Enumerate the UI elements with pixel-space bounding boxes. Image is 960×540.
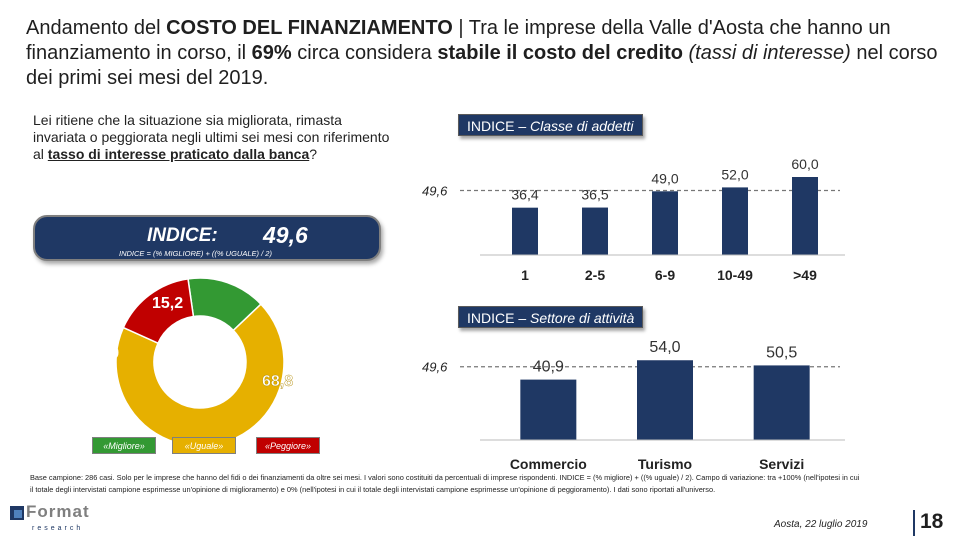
donut-label-uguale: 68,8 <box>262 373 293 390</box>
legend-peggiore: «Peggiore» <box>256 437 320 454</box>
bar-Turismo <box>637 360 693 440</box>
legend-uguale: «Uguale» <box>172 437 236 454</box>
bar-2-5 <box>582 207 608 255</box>
index-formula: INDICE = (% MIGLIORE) + ((% UGUALE) / 2) <box>119 249 272 258</box>
index-value: 49,6 <box>263 222 308 248</box>
title-emphasis: 69% <box>251 42 292 64</box>
title-emphasis: stabile il costo del credito <box>437 42 683 64</box>
panel-header-settore: INDICE – Settore di attività <box>458 306 644 328</box>
question-text: ? <box>309 146 318 162</box>
bar-6-9 <box>652 191 678 255</box>
title-emphasis: COSTO DEL FINANZIAMENTO <box>166 17 453 39</box>
category-label: Turismo <box>638 456 692 472</box>
donut-slice-uguale <box>115 303 285 447</box>
bar-1 <box>512 207 538 255</box>
donut-slice-peggiore <box>122 278 195 345</box>
question-underlined: tasso di interesse praticato dalla banca <box>47 146 310 162</box>
category-label: 1 <box>521 267 529 283</box>
bar-value-label: 60,0 <box>791 156 818 172</box>
panel-header-prefix: INDICE – <box>467 310 531 326</box>
title-italic: (tassi di interesse) <box>688 42 851 64</box>
bar-chart-addetti: 49,6 36,4 1 36,5 2-5 49,0 6-9 52,0 10-49 60,0 >49 <box>422 156 845 283</box>
logo-sub: research <box>32 525 84 532</box>
index-banner: INDICE: 49,6 INDICE = (% MIGLIORE) + ((%… <box>33 215 381 261</box>
bar-value-label: 52,0 <box>721 166 748 182</box>
bar-49 <box>792 177 818 255</box>
category-label: Commercio <box>510 456 587 472</box>
category-label: 10-49 <box>717 267 753 283</box>
title-text: | Tra le imprese della Valle d'Aosta che… <box>26 17 891 64</box>
panel-header-prefix: INDICE – <box>467 118 531 134</box>
bar-value-label: 36,5 <box>581 187 608 203</box>
bar-Servizi <box>753 365 810 440</box>
footnote: Base campione: 286 casi. Solo per le imp… <box>30 473 860 494</box>
category-label: >49 <box>793 267 817 283</box>
logo-mark-inner-icon <box>14 510 22 518</box>
panel-header-addetti: INDICE – Classe di addetti <box>458 114 643 136</box>
bar-Commercio <box>520 379 577 440</box>
reference-label: 49,6 <box>422 184 448 199</box>
category-label: 2-5 <box>585 267 605 283</box>
survey-question: Lei ritiene che la situazione sia miglio… <box>33 112 393 163</box>
title-text: Andamento del <box>26 17 167 39</box>
donut-chart: 15,2 68,8 16,0 <box>90 277 293 447</box>
logo-word: Format <box>26 502 90 521</box>
page-title: Andamento del COSTO DEL FINANZIAMENTO | … <box>26 16 946 91</box>
bar-value-label: 50,5 <box>766 344 797 361</box>
title-text: nel corso dei primi sei mesi del 2019. <box>26 42 938 89</box>
donut-label-migliore: 15,2 <box>152 295 183 312</box>
panel-header-italic: Classe di addetti <box>530 118 634 134</box>
reference-label: 49,6 <box>422 360 448 375</box>
title-text: circa considera <box>291 42 438 64</box>
donut-label-peggiore: 16,0 <box>90 345 119 362</box>
footer-separator <box>913 510 915 536</box>
legend-migliore: «Migliore» <box>92 437 156 454</box>
bar-value-label: 54,0 <box>649 339 680 356</box>
bar-chart-settore: 49,6 40,9 Commercio 54,0 Turismo 50,5 Servizi <box>422 339 845 472</box>
category-label: 6-9 <box>655 267 675 283</box>
bar-value-label: 40,9 <box>533 359 564 376</box>
panel-header-italic: Settore di attività <box>530 310 635 326</box>
bar-value-label: 49,0 <box>651 170 678 186</box>
footer-date: Aosta, 22 luglio 2019 <box>774 519 868 530</box>
bar-value-label: 36,4 <box>511 187 538 203</box>
bar-10-49 <box>722 187 748 255</box>
index-label: INDICE: <box>147 225 218 246</box>
question-text: Lei ritiene che la situazione sia miglio… <box>33 112 390 162</box>
category-label: Servizi <box>759 456 804 472</box>
format-research-logo: Format research <box>10 502 92 538</box>
page-number: 18 <box>920 510 944 533</box>
